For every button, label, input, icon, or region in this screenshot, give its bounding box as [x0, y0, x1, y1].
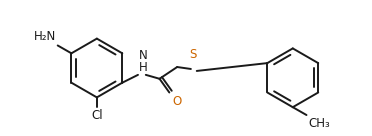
Text: H₂N: H₂N — [33, 30, 56, 43]
Text: O: O — [172, 95, 182, 108]
Text: N
H: N H — [139, 49, 148, 74]
Text: S: S — [189, 48, 196, 61]
Text: Cl: Cl — [91, 109, 103, 122]
Text: CH₃: CH₃ — [308, 117, 330, 130]
